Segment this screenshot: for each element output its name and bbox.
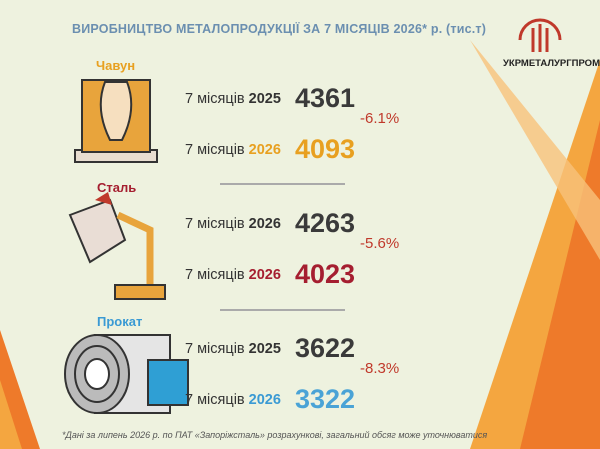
period-text: 7 місяців bbox=[185, 142, 245, 158]
year: 2025 bbox=[248, 91, 281, 107]
value: 4361 bbox=[295, 83, 356, 113]
section-label: Прокат bbox=[97, 314, 143, 329]
period: 7 місяців 2025 bbox=[185, 341, 281, 357]
value: 3622 bbox=[295, 333, 356, 363]
year: 2026 bbox=[248, 392, 281, 408]
period-text: 7 місяців bbox=[185, 91, 245, 107]
year: 2026 bbox=[248, 216, 281, 232]
year: 2025 bbox=[248, 341, 281, 357]
period: 7 місяців 2026 bbox=[185, 142, 281, 158]
year: 2026 bbox=[248, 267, 281, 283]
title: ВИРОБНИЦТВО МЕТАЛОПРОДУКЦІЇ ЗА 7 МІСЯЦІВ… bbox=[72, 22, 487, 36]
value: 4263 bbox=[295, 208, 356, 238]
period: 7 місяців 2026 bbox=[185, 267, 281, 283]
period: 7 місяців 2026 bbox=[185, 216, 281, 232]
period-text: 7 місяців bbox=[185, 216, 245, 232]
period-text: 7 місяців bbox=[185, 392, 245, 408]
value: 4023 bbox=[295, 259, 356, 289]
section-label: Чавун bbox=[96, 58, 136, 73]
change: -5.6% bbox=[360, 235, 400, 252]
footnote: *Дані за липень 2026 р. по ПАТ «Запоріжс… bbox=[62, 430, 488, 440]
period: 7 місяців 2025 bbox=[185, 91, 281, 107]
logo-text: УКРМЕТАЛУРГПРОМ bbox=[503, 58, 600, 69]
value: 4093 bbox=[295, 134, 356, 164]
period: 7 місяців 2026 bbox=[185, 392, 281, 408]
value: 3322 bbox=[295, 384, 356, 414]
year: 2026 bbox=[248, 142, 281, 158]
period-text: 7 місяців bbox=[185, 267, 245, 283]
period-text: 7 місяців bbox=[185, 341, 245, 357]
section-label: Сталь bbox=[97, 180, 137, 195]
change: -8.3% bbox=[360, 360, 400, 377]
change: -6.1% bbox=[360, 110, 400, 127]
